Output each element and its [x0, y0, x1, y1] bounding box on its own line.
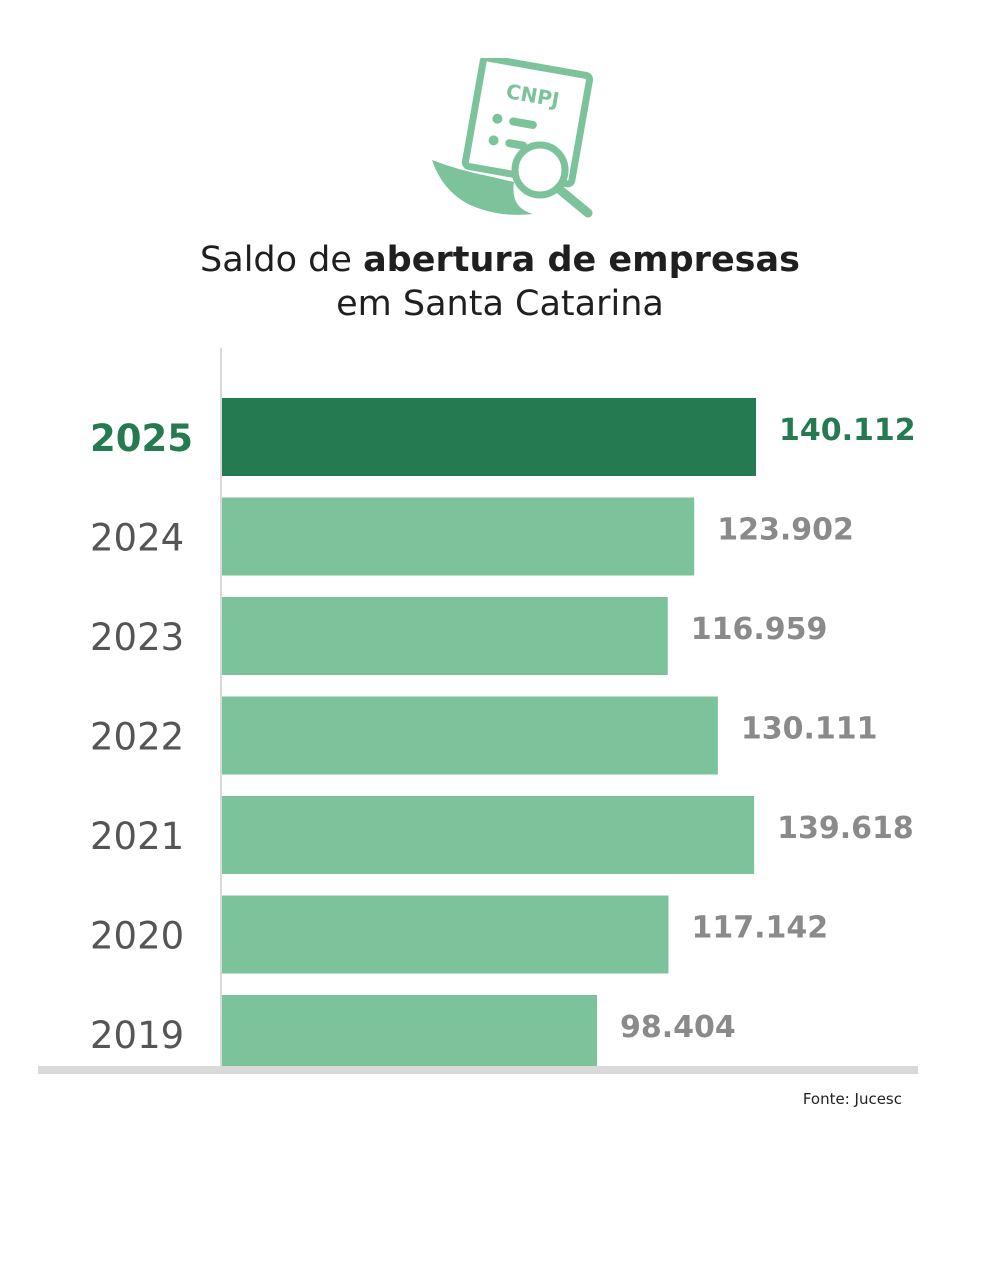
- magnifier-handle: [554, 184, 593, 218]
- paper-curl-shape: [432, 160, 533, 215]
- category-label-2023: 2023: [90, 616, 184, 659]
- doc-dot: [488, 135, 499, 146]
- cnpj-document-search-icon: CNPJ: [432, 58, 594, 218]
- source-note: Fonte: Jucesc: [802, 1090, 902, 1108]
- doc-line: [509, 117, 537, 129]
- category-label-2019: 2019: [90, 1014, 184, 1057]
- category-label-2025: 2025: [90, 417, 193, 460]
- title-line-2: em Santa Catarina: [336, 284, 664, 324]
- bar-2023: [222, 597, 668, 675]
- doc-line: [505, 139, 528, 150]
- title-normal: Saldo de: [200, 240, 364, 280]
- category-label-2022: 2022: [90, 716, 184, 759]
- bar-2020: [222, 895, 669, 974]
- bar-2022: [222, 696, 718, 775]
- x-axis-baseline: [38, 1066, 918, 1074]
- value-label-2022: 130.111: [741, 712, 878, 747]
- value-label-2025: 140.112: [779, 413, 916, 448]
- chart-title: Saldo de abertura de empresas em Santa C…: [0, 238, 1000, 326]
- bar-2021: [222, 796, 755, 874]
- value-label-2021: 139.618: [777, 811, 914, 846]
- bar-chart: 2025 140.112 2024 123.902 2023 116.959 2022 130…: [38, 348, 918, 1074]
- category-label-2020: 2020: [90, 915, 184, 958]
- magnifier-icon: [511, 141, 569, 199]
- value-label-2019: 98.404: [620, 1010, 736, 1045]
- bar-2019: [222, 995, 598, 1073]
- value-label-2024: 123.902: [717, 513, 854, 548]
- bar-2024: [222, 497, 695, 576]
- value-label-2020: 117.142: [691, 911, 828, 946]
- cnpj-text: CNPJ: [504, 79, 561, 112]
- value-label-2023: 116.959: [691, 612, 828, 647]
- category-label-2021: 2021: [90, 815, 184, 858]
- category-label-2024: 2024: [90, 517, 184, 560]
- doc-dot: [492, 113, 503, 124]
- bar-2025: [222, 398, 756, 476]
- title-bold: abertura de empresas: [363, 240, 800, 280]
- title-line-1: Saldo de abertura de empresas: [0, 238, 1000, 282]
